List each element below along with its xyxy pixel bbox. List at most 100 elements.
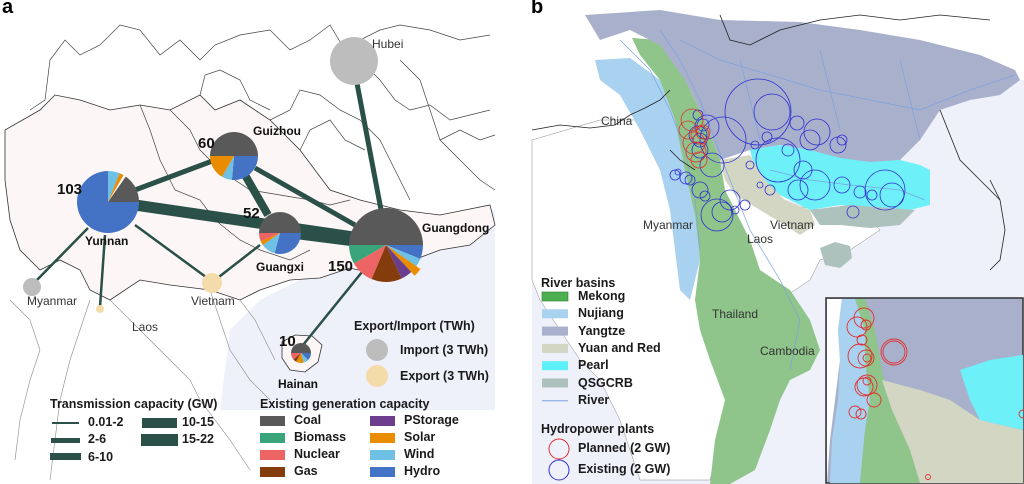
existing-plant-marker: [692, 132, 708, 148]
tx-label-1: 2-6: [88, 432, 107, 446]
legend-label-hydro: Hydro: [404, 464, 441, 478]
legend-planned-label: Planned (2 GW): [578, 441, 671, 455]
label-laos-b: Laos: [747, 232, 774, 246]
tx-label-0: 0.01-2: [88, 415, 124, 429]
river-legend-label-qsgcrb: QSGCRB: [578, 375, 633, 390]
pie-slice-guangdong-wind: [386, 245, 421, 267]
tx-swatch-2-6: [51, 438, 80, 443]
line-yunnan-myanmar: [34, 227, 89, 283]
legend-import-label: Import (3 TWh): [400, 343, 489, 357]
line-guizhou-guangxi: [241, 173, 272, 217]
line-yunnan-export: [98, 234, 107, 308]
generation-pies: [77, 132, 423, 363]
river-legend-swatches: [541, 291, 569, 402]
capacity-guizhou: 60: [198, 135, 215, 152]
pie-slice-hainan-gas: [293, 353, 301, 362]
existing-plant-marker: [803, 118, 831, 146]
existing-plant-marker: [719, 189, 741, 211]
pie-slice-guangxi-nuclear: [259, 233, 280, 242]
existing-plant-marker: [755, 137, 801, 183]
tx-swatch-10-15: [142, 418, 177, 428]
label-myanmar: Myanmar: [27, 294, 78, 308]
legend-existing-swatch: [548, 459, 570, 481]
pie-slice-yunnan-solar: [108, 173, 124, 202]
inset-planned-plant-marker: [860, 319, 872, 331]
river-legend-label-nujiang: Nujiang: [578, 306, 624, 321]
pie-slice-yunnan-coal: [108, 176, 139, 202]
existing-plant-marker: [730, 205, 740, 215]
existing-plant-marker: [789, 115, 805, 131]
export-import-legend-title: Export/Import (TWh): [354, 319, 475, 333]
label-vietnam: Vietnam: [191, 294, 235, 308]
panel-b-map: [531, 10, 1024, 484]
line-guizhou-guangdong: [253, 165, 357, 228]
pie-slice-hainan-hydro: [301, 353, 311, 361]
planned-plant-marker: [695, 124, 711, 140]
planned-plant-marker: [685, 141, 707, 163]
line-guangxi-vietnam: [214, 244, 261, 281]
planned-plant-marker: [678, 120, 698, 140]
existing-plant-marker: [724, 78, 792, 146]
basin-nujiang: [595, 58, 700, 300]
legend-import-swatch: [366, 339, 388, 361]
panel-b: b China Myanmar Laos Vietnam Thailand Ca…: [520, 0, 1024, 484]
label-china: China: [601, 114, 633, 128]
tx-swatch-6-10: [50, 453, 81, 460]
inset-planned-plant-marker: [1018, 409, 1024, 419]
pie-slice-guangdong-hydro: [386, 245, 423, 259]
existing-plant-marker: [753, 93, 791, 131]
hydropower-circles: [669, 78, 906, 232]
capacity-yunnan: 103: [57, 181, 83, 198]
inset-planned-plant-marker: [857, 349, 875, 367]
capacity-guangxi: 52: [243, 205, 260, 222]
legend-planned-swatch: [548, 438, 570, 460]
sea-east: [900, 80, 1024, 300]
legend-swatch-yuan-and-red: [542, 343, 568, 353]
existing-plant-marker: [781, 143, 795, 157]
legend-swatch-coal: [260, 416, 285, 426]
inset-planned-plant-marker: [925, 474, 931, 480]
river-legend-label-yuan-and-red: Yuan and Red: [578, 340, 661, 355]
existing-plant-marker: [750, 140, 760, 150]
existing-plant-marker: [864, 169, 906, 211]
pie-slice-guangdong-biomass: [349, 245, 386, 264]
planned-plant-marker: [690, 151, 708, 169]
existing-plant-marker: [684, 174, 696, 186]
existing-plant-marker: [669, 169, 681, 181]
panel-a-label: a: [2, 0, 14, 18]
legend-label-pstorage: PStorage: [404, 413, 459, 427]
basin-mekong: [632, 38, 820, 484]
existing-plant-marker: [679, 171, 693, 185]
hainan-island-b: [820, 242, 852, 268]
inset-planned-plant-marker: [848, 405, 862, 419]
river-legend-label-yangtze: Yangtze: [578, 323, 626, 338]
existing-plant-marker: [879, 182, 905, 208]
label-guizhou: Guizhou: [253, 124, 301, 138]
existing-plant-marker: [836, 134, 848, 146]
label-hubei: Hubei: [372, 37, 404, 51]
legend-swatch-nuclear: [260, 450, 285, 460]
tx-swatch-0.01-2: [52, 422, 79, 424]
basin-yuan-red: [720, 155, 815, 235]
line-guangdong-hainan: [302, 271, 363, 346]
inset-planned-plant-marker: [862, 353, 872, 363]
inset-planned-plant-marker: [856, 334, 868, 346]
label-thailand: Thailand: [712, 307, 759, 321]
existing-plant-marker: [739, 199, 751, 211]
pie-slice-guangxi-hydro: [274, 233, 301, 254]
legend-label-coal: Coal: [294, 413, 322, 427]
pie-slice-guizhou-hydro: [231, 156, 259, 180]
pie-slice-guangxi-coal: [259, 212, 301, 233]
legend-swatch-yangtze: [542, 326, 568, 336]
vietnam-export-circle: [202, 273, 222, 293]
existing-plant-marker: [799, 169, 831, 201]
inset-planned-plant-marker: [880, 338, 908, 366]
existing-plant-marker: [674, 168, 682, 176]
legend-label-solar: Solar: [404, 430, 436, 444]
legend-export-swatch: [366, 365, 388, 387]
existing-plant-marker: [699, 190, 711, 202]
legend-swatch-wind: [370, 450, 395, 460]
inset-planned-plant-marker: [853, 307, 875, 329]
existing-plant-marker: [699, 152, 725, 178]
pie-slice-hainan-solar: [296, 353, 304, 363]
